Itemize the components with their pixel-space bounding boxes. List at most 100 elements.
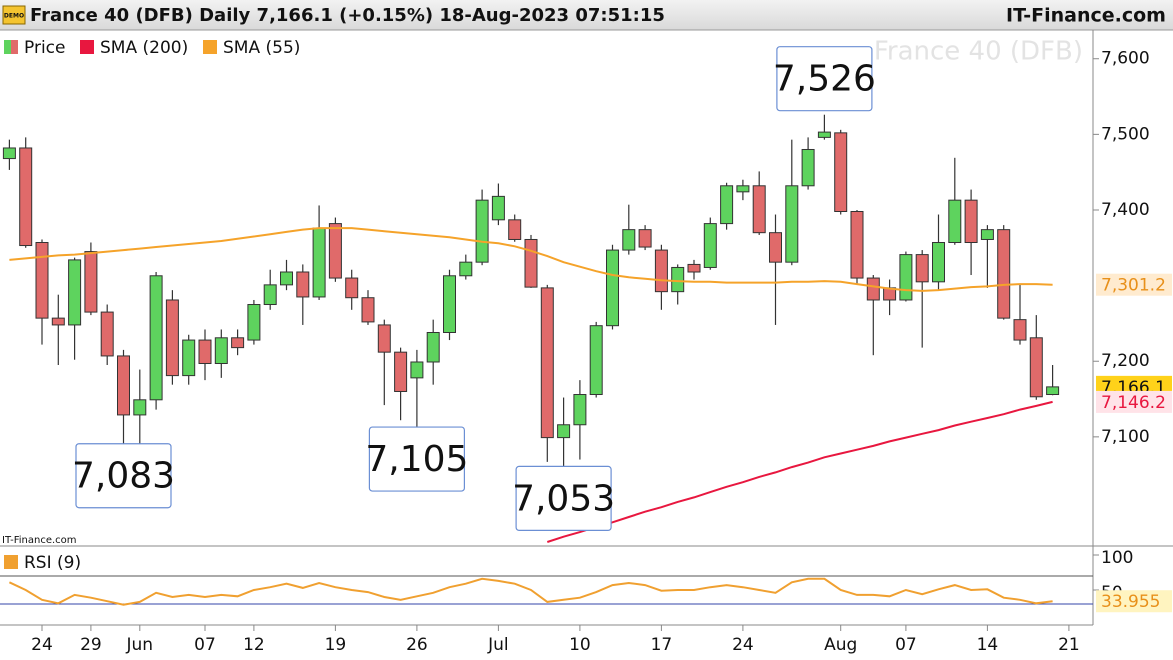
candle-body <box>2 147 16 160</box>
candle-body <box>980 229 994 240</box>
legend-label: RSI (9) <box>24 553 81 573</box>
annotation-box <box>515 465 612 532</box>
annotation-label: 7,105 <box>365 439 468 480</box>
annotation-box <box>75 443 172 509</box>
line-badge-bg <box>1096 390 1172 413</box>
candle-body <box>165 299 179 377</box>
candle-body <box>785 185 799 263</box>
candle-body <box>964 199 978 244</box>
candle-body <box>1013 319 1027 341</box>
legend-swatch <box>80 40 94 54</box>
candle-body <box>35 242 49 319</box>
candle-body <box>622 229 636 251</box>
legend-swatch <box>11 40 18 54</box>
candle-body <box>834 132 848 212</box>
candle-body <box>573 394 587 426</box>
candle-body <box>589 325 603 396</box>
candle-body <box>459 261 473 277</box>
line-series <box>8 577 1053 606</box>
x-tick-label: 07 <box>895 635 917 655</box>
line-series <box>9 227 1053 292</box>
candle-body <box>703 223 717 268</box>
demo-icon <box>2 5 26 25</box>
annotation-box <box>776 46 873 112</box>
x-tick-label: 10 <box>569 635 591 655</box>
candle-body <box>361 297 375 323</box>
x-tick-label: Jun <box>126 635 154 655</box>
candle-body <box>557 424 571 439</box>
candle-body <box>231 337 245 349</box>
candle-body <box>948 199 962 244</box>
candle-body <box>280 271 293 286</box>
y-tick-label: 7,100 <box>1101 427 1150 447</box>
candle-body <box>100 311 114 357</box>
candle-body <box>328 223 342 279</box>
header-bar <box>0 0 1173 30</box>
legend-swatch <box>203 40 217 54</box>
candle-body <box>247 304 261 341</box>
candle-body <box>133 399 147 416</box>
x-tick-label: 26 <box>406 635 428 655</box>
legend-swatch <box>4 40 11 54</box>
x-tick-label: Jul <box>487 635 509 655</box>
x-tick-label: 24 <box>31 635 53 655</box>
legend-label: SMA (200) <box>100 38 188 58</box>
candle-body <box>524 238 538 288</box>
candle-body <box>654 249 668 293</box>
rsi-badge-bg <box>1096 590 1172 613</box>
candle-body <box>1029 337 1043 398</box>
x-tick-label: 29 <box>80 635 102 655</box>
candle-body <box>491 195 505 221</box>
candle-body <box>997 229 1011 319</box>
candle-body <box>769 232 782 263</box>
annotation-label: 7,053 <box>512 478 615 519</box>
candle-body <box>84 251 98 313</box>
legend-label: Price <box>24 38 65 58</box>
candle-body <box>899 254 913 301</box>
candle-body <box>606 249 619 327</box>
candle-body <box>540 287 554 439</box>
line-badge: 7,146.2 <box>1101 393 1166 413</box>
candle-body <box>915 254 929 283</box>
annotation-label: 7,526 <box>773 59 876 100</box>
x-tick-label: Aug <box>824 635 857 655</box>
legend-label: SMA (55) <box>223 38 300 58</box>
candle-body <box>736 185 750 193</box>
x-tick-label: 14 <box>977 635 999 655</box>
watermark: France 40 (DFB) <box>874 37 1083 67</box>
rsi-badge: 33.955 <box>1101 592 1160 612</box>
annotation-box <box>368 426 465 492</box>
candle-body <box>752 185 766 234</box>
y-tick-label: 7,500 <box>1101 124 1150 144</box>
x-tick-label: 24 <box>732 635 754 655</box>
candle-body <box>687 263 701 273</box>
y-tick-label: 7,600 <box>1101 49 1150 69</box>
line-badge-bg <box>1096 273 1172 296</box>
candle-body <box>312 227 326 298</box>
candle-body <box>475 199 489 263</box>
candle-body <box>720 185 734 225</box>
line-series <box>546 400 1053 543</box>
candle-body <box>801 148 815 187</box>
candle-body <box>817 131 831 138</box>
x-tick-label: 17 <box>651 635 673 655</box>
candle-body <box>394 351 408 392</box>
x-tick-label: 07 <box>194 635 216 655</box>
demo-badge: DEMO <box>4 13 24 20</box>
candle-body <box>1046 386 1060 396</box>
candle-body <box>671 266 685 293</box>
candle-body <box>377 324 391 353</box>
rsi-plot <box>0 575 1093 606</box>
candle-body <box>19 147 33 247</box>
x-tick-label: 21 <box>1058 635 1080 655</box>
overlay: 7,100 7,200 7,400 7,500 7,600 24 29 Jun 07 12 19 26… <box>4 38 1172 655</box>
candle-body <box>426 331 440 363</box>
candle-body <box>214 337 228 365</box>
price-plot <box>2 114 1060 543</box>
candle-body <box>345 277 359 299</box>
candle-body <box>443 275 456 333</box>
source: IT-Finance.com <box>2 535 77 546</box>
